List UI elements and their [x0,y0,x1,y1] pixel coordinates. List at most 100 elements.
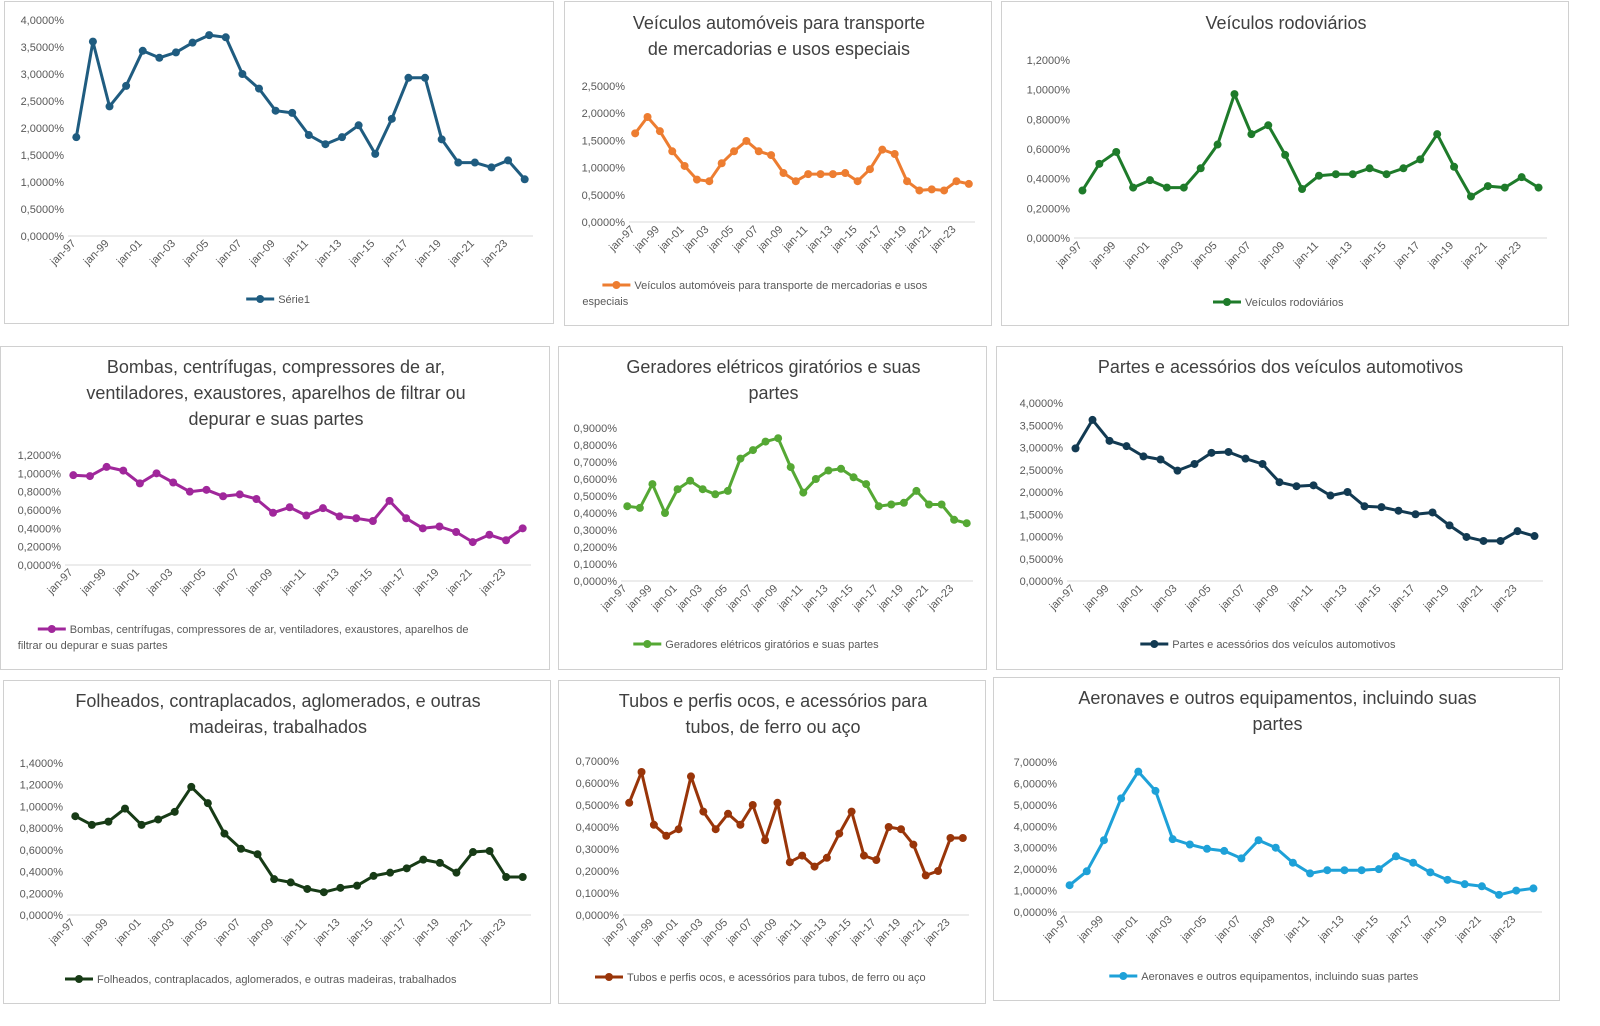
data-point [202,485,211,494]
y-tick-label: 0,0000% [21,231,65,243]
data-point [1382,170,1391,179]
data-point [369,871,378,880]
data-point [1146,176,1155,185]
data-point [811,475,820,483]
data-point [637,768,646,776]
data-point [958,834,967,842]
series-line [627,770,965,877]
y-tick-label: 3,5000% [1020,420,1064,432]
data-point [138,46,147,55]
chart-title: Bombas, centrífugas, compressores de ar,… [86,357,465,429]
data-point [288,108,297,117]
data-point [303,884,312,893]
data-point [1374,865,1383,874]
y-tick-label: 0,2000% [18,542,62,554]
x-tick-label: jan-03 [144,567,175,598]
y-tick-label: 0,0000% [18,560,62,572]
data-point [925,500,933,509]
x-tick-label: jan-11 [1291,240,1321,270]
y-tick-label: 1,2000% [18,450,62,462]
data-point [950,515,959,524]
x-tick-label: jan-07 [1223,240,1254,271]
data-point [1512,886,1521,895]
data-point [804,170,813,179]
x-tick-label: jan-13 [798,917,829,948]
series-line [625,436,969,525]
data-point [254,84,263,93]
legend-entry: Veículos automóveis para transporte de m… [582,280,927,308]
x-tick-label: jan-11 [1282,914,1312,944]
data-point [723,486,732,495]
legend-marker [1119,972,1128,980]
x-tick-label: jan-01 [1121,240,1152,271]
x-tick-label: jan-21 [1455,583,1486,614]
x-tick-label: jan-15 [825,583,856,614]
x-tick-label: jan-05 [179,917,210,948]
legend-marker [47,625,56,633]
x-tick-label: jan-15 [1350,914,1381,945]
data-point [625,798,634,807]
data-point [1224,447,1233,456]
data-point [921,871,930,880]
data-point [155,53,164,62]
data-point [835,829,844,838]
data-point [742,136,751,145]
data-point [754,147,763,156]
data-point [1306,869,1315,878]
data-point [1271,843,1280,852]
x-tick-label: jan-05 [178,567,209,598]
data-point [105,102,114,111]
data-point [1129,183,1138,192]
x-tick-label: jan-21 [444,917,475,948]
data-point [1168,835,1177,844]
data-point [518,524,527,533]
data-point [152,469,161,478]
x-tick-label: jan-23 [479,238,510,269]
data-point [485,846,494,855]
data-point [1247,130,1256,139]
y-tick-label: 0,4000% [20,867,64,879]
x-tick-label: jan-17 [848,917,879,948]
data-point [1095,159,1104,168]
data-point [1065,881,1074,890]
legend-entry: Aeronaves e outros equipamentos, incluin… [1109,971,1419,983]
data-point [1078,186,1087,195]
data-point [1399,164,1408,173]
y-tick-label: 1,0000% [21,177,65,189]
data-point [302,511,311,520]
legend-marker [256,295,265,303]
x-tick-label: jan-13 [313,238,344,269]
data-point [623,502,632,511]
data-point [822,853,831,862]
data-point [1179,183,1188,192]
x-tick-label: jan-19 [875,583,906,614]
data-point [1331,170,1340,179]
y-tick-label: 0,4000% [574,508,618,520]
data-point [648,480,657,489]
legend-marker [605,973,613,981]
data-point [72,133,81,142]
data-point [847,807,856,816]
x-tick-label: jan-01 [649,583,680,614]
data-point [1433,130,1442,139]
x-tick-label: jan-03 [146,917,177,948]
data-point [791,177,800,186]
data-point [859,851,868,860]
data-point [1479,536,1488,545]
x-tick-label: jan-99 [78,567,109,598]
data-point [1477,882,1486,891]
data-point [188,38,197,47]
data-point [912,486,921,495]
y-tick-label: 0,3000% [574,525,618,537]
series-line [633,115,971,192]
data-point [635,503,644,512]
data-point [1340,866,1349,875]
data-point [1377,503,1386,512]
y-tick-label: 2,0000% [582,108,626,120]
x-tick-label: jan-09 [755,224,786,255]
data-point [238,70,247,78]
x-tick-label: jan-01 [114,238,145,269]
x-tick-label: jan-17 [1387,583,1418,614]
x-tick-label: jan-99 [1081,583,1112,614]
data-point [1292,482,1301,491]
